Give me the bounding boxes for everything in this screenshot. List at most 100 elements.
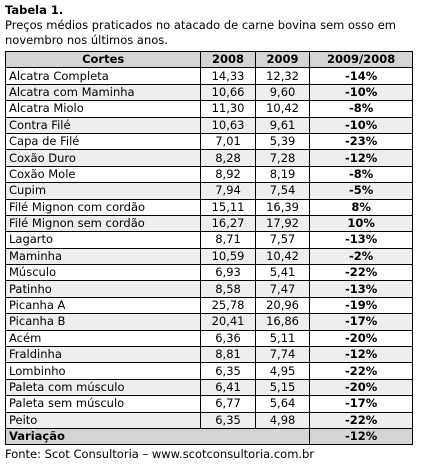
table-row: Coxão Mole 8,92 8,19 -8%: [4, 165, 413, 184]
table-cell: 7,94: [200, 182, 256, 200]
table-cell: Músculo: [4, 264, 202, 282]
table-row: Peito 6,35 4,98 -22%: [4, 411, 413, 429]
table-cell: 7,54: [254, 182, 311, 200]
table-cell: 10,59: [200, 247, 256, 266]
table-cell: 8,58: [200, 280, 256, 298]
table-cell: Peito: [4, 411, 202, 429]
table-caption: Preços médios praticados no atacado de c…: [5, 18, 397, 47]
table-row: Maminha 10,59 10,42 -2%: [4, 247, 413, 266]
table-cell: 7,57: [254, 231, 311, 249]
table-cell: -10%: [309, 83, 413, 102]
table-cell: Alcatra Completa: [4, 67, 202, 85]
table-cell: Paleta sem músculo: [4, 395, 202, 413]
table-row: Lombinho 6,35 4,95 -22%: [4, 362, 413, 380]
table-cell: Paleta com músculo: [4, 378, 202, 397]
table-cell: Filé Mignon com cordão: [4, 198, 202, 216]
table-cell: 7,47: [254, 280, 311, 298]
table-cell: 12,32: [254, 67, 311, 85]
column-header: 2008: [200, 50, 256, 69]
table-cell: Fraldinha: [4, 346, 202, 364]
table-cell: -17%: [309, 313, 413, 331]
table-cell: -20%: [309, 329, 413, 348]
table-cell: 15,11: [200, 198, 256, 216]
table-cell: -23%: [309, 132, 413, 151]
table-cell: 5,64: [254, 395, 311, 413]
table-row: Paleta sem músculo 6,77 5,64 -17%: [4, 395, 413, 413]
table-cell: Alcatra Miolo: [4, 100, 202, 118]
table-cell: 7,28: [254, 149, 311, 167]
table-cell: 10,42: [254, 247, 311, 266]
table-cell: -13%: [309, 231, 413, 249]
table-row: Contra Filé 10,63 9,61 -10%: [4, 116, 413, 134]
table-row: Cupim 7,94 7,54 -5%: [4, 182, 413, 200]
table-cell: -10%: [309, 116, 413, 134]
table-cell: 16,86: [254, 313, 311, 331]
table-cell: -13%: [309, 280, 413, 298]
table-cell: 10,42: [254, 100, 311, 118]
table-cell: -14%: [309, 67, 413, 85]
table-title: Tabela 1.: [5, 3, 64, 17]
table-cell: Lagarto: [4, 231, 202, 249]
table-cell: Coxão Duro: [4, 149, 202, 167]
table-cell: Maminha: [4, 247, 202, 266]
table-row: Músculo 6,93 5,41 -22%: [4, 264, 413, 282]
table-row: Paleta com músculo 6,41 5,15 -20%: [4, 378, 413, 397]
table-row: Capa de Filé 7,01 5,39 -23%: [4, 132, 413, 151]
source: Fonte: Scot Consultoria – www.scotconsul…: [5, 447, 315, 462]
table-row: Alcatra Completa 14,33 12,32 -14%: [4, 67, 413, 85]
column-header: 2009/2008: [309, 50, 413, 69]
table-cell: 20,41: [200, 313, 256, 331]
table-cell: 8,28: [200, 149, 256, 167]
table-cell: 10,63: [200, 116, 256, 134]
table-cell: 6,35: [200, 362, 256, 380]
table-cell: 6,35: [200, 411, 256, 429]
footer-value: -12%: [309, 427, 413, 446]
table-cell: 4,95: [254, 362, 311, 380]
table-cell: 6,77: [200, 395, 256, 413]
table-cell: Contra Filé: [4, 116, 202, 134]
table-cell: -5%: [309, 182, 413, 200]
table-cell: 5,39: [254, 132, 311, 151]
table-cell: Cupim: [4, 182, 202, 200]
table-cell: -19%: [309, 296, 413, 315]
table-row: Acém 6,36 5,11 -20%: [4, 329, 413, 348]
table-cell: 6,36: [200, 329, 256, 348]
table-cell: 8,81: [200, 346, 256, 364]
table-cell: Picanha A: [4, 296, 202, 315]
table-cell: 5,41: [254, 264, 311, 282]
table-cell: 16,27: [200, 214, 256, 233]
table-row: Coxão Duro 8,28 7,28 -12%: [4, 149, 413, 167]
table-cell: 6,41: [200, 378, 256, 397]
table-cell: 25,78: [200, 296, 256, 315]
table-cell: -20%: [309, 378, 413, 397]
footer-label: Variação: [4, 427, 311, 446]
table-row: Filé Mignon sem cordão 16,27 17,92 10%: [4, 214, 413, 233]
header-row: Cortes 2008 2009 2009/2008: [4, 50, 413, 69]
table-cell: Acém: [4, 329, 202, 348]
table-row: Patinho 8,58 7,47 -13%: [4, 280, 413, 298]
table-cell: -22%: [309, 362, 413, 380]
table-cell: -8%: [309, 165, 413, 184]
table-cell: 16,39: [254, 198, 311, 216]
table-row: Alcatra Miolo 11,30 10,42 -8%: [4, 100, 413, 118]
table-cell: Picanha B: [4, 313, 202, 331]
table-cell: 10,66: [200, 83, 256, 102]
table-cell: 7,74: [254, 346, 311, 364]
table-body: Alcatra Completa 14,33 12,32 -14% Alcatra co…: [4, 67, 413, 446]
table-cell: 5,15: [254, 378, 311, 397]
table-cell: 6,93: [200, 264, 256, 282]
table-cell: 5,11: [254, 329, 311, 348]
table-cell: 7,01: [200, 132, 256, 151]
table-row: Picanha A 25,78 20,96 -19%: [4, 296, 413, 315]
table-cell: 14,33: [200, 67, 256, 85]
table-cell: Patinho: [4, 280, 202, 298]
table-cell: 8%: [309, 198, 413, 216]
table-row: Filé Mignon com cordão 15,11 16,39 8%: [4, 198, 413, 216]
table-cell: -2%: [309, 247, 413, 266]
table-row: Fraldinha 8,81 7,74 -12%: [4, 346, 413, 364]
table-cell: 9,60: [254, 83, 311, 102]
table-cell: 4,98: [254, 411, 311, 429]
table-cell: -12%: [309, 346, 413, 364]
footer-row: Variação -12%: [4, 427, 413, 446]
